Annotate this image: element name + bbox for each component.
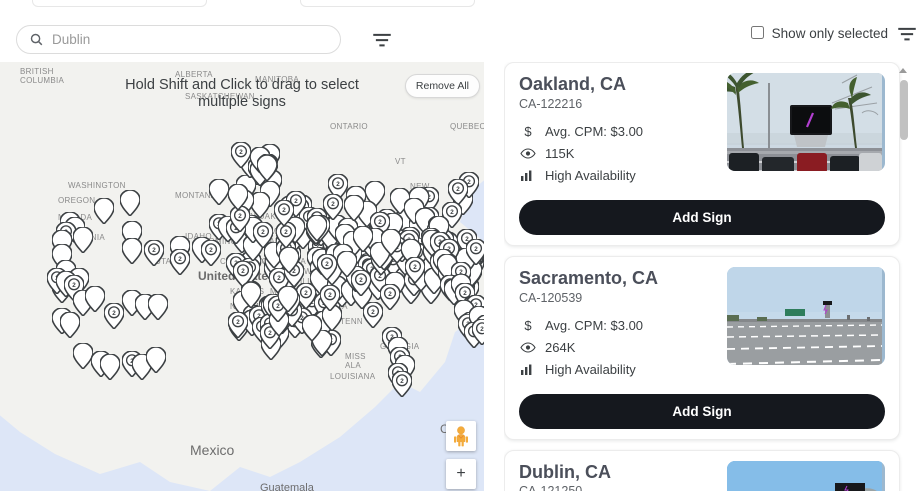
svg-text:2: 2 <box>209 247 213 254</box>
svg-text:2: 2 <box>331 201 335 208</box>
svg-text:2: 2 <box>294 198 298 205</box>
svg-text:2: 2 <box>72 282 76 289</box>
svg-text:2: 2 <box>400 378 404 385</box>
svg-text:2: 2 <box>328 291 332 298</box>
svg-text:2: 2 <box>277 275 281 282</box>
svg-text:2: 2 <box>359 277 363 284</box>
svg-text:2: 2 <box>284 228 288 235</box>
svg-text:2: 2 <box>112 310 116 317</box>
svg-text:2: 2 <box>240 149 244 156</box>
svg-text:2: 2 <box>414 264 418 271</box>
svg-text:2: 2 <box>371 309 375 316</box>
svg-text:2: 2 <box>238 213 242 220</box>
svg-text:2: 2 <box>261 229 265 236</box>
svg-text:2: 2 <box>241 267 245 274</box>
svg-text:2: 2 <box>378 219 382 226</box>
svg-text:2: 2 <box>450 209 454 216</box>
svg-text:2: 2 <box>237 319 241 326</box>
svg-text:2: 2 <box>480 326 484 333</box>
svg-text:2: 2 <box>457 186 461 193</box>
svg-text:2: 2 <box>388 290 392 297</box>
svg-text:2: 2 <box>152 247 156 254</box>
svg-text:2: 2 <box>304 290 308 297</box>
svg-text:2: 2 <box>325 260 329 267</box>
svg-text:2: 2 <box>475 246 479 253</box>
svg-text:2: 2 <box>178 256 182 263</box>
svg-text:2: 2 <box>336 180 340 187</box>
svg-text:2: 2 <box>282 207 286 214</box>
